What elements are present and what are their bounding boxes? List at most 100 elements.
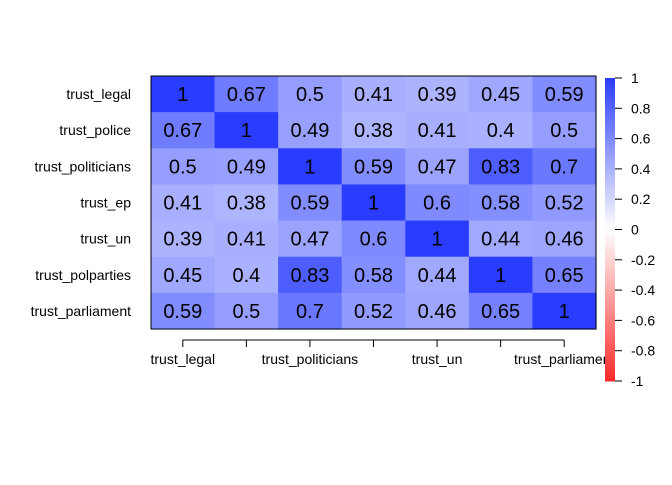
cell-value-label: 0.45: [481, 84, 520, 106]
color-legend-swatch: [605, 177, 615, 182]
color-legend-swatch: [605, 193, 615, 197]
heatmap-cell: [405, 76, 470, 113]
color-legend-tick-label: 0: [631, 222, 639, 238]
color-legend-swatch: [605, 262, 615, 267]
heatmap-cell: [468, 184, 534, 222]
color-legend-swatch: [605, 90, 615, 94]
color-legend-swatch: [605, 208, 615, 212]
color-legend-swatch: [605, 314, 615, 318]
cell-value-label: 0.44: [418, 265, 457, 287]
heatmap-cell: [405, 220, 470, 258]
cell-value-label: 1: [559, 301, 570, 323]
color-legend-swatch: [605, 187, 615, 191]
cell-value-label: 0.41: [418, 120, 457, 142]
heatmap-cell: [151, 148, 216, 186]
color-legend-swatch: [605, 184, 615, 188]
cell-value-label: 0.59: [545, 84, 584, 106]
cell-value-label: 0.41: [163, 193, 202, 215]
heatmap-cell: [151, 292, 216, 330]
heatmap-cell: [278, 292, 343, 330]
cell-value-label: 0.38: [354, 120, 393, 142]
cell-value-label: 0.5: [550, 120, 578, 142]
color-legend-swatch: [605, 156, 615, 161]
color-legend-swatch: [605, 247, 615, 252]
color-legend-swatch: [605, 302, 615, 306]
color-legend-swatch: [605, 168, 615, 173]
color-legend-swatch: [605, 350, 615, 355]
cell-value-label: 0.65: [481, 301, 520, 323]
color-legend-tick-label: 0.2: [631, 191, 651, 207]
heatmap-cell: [468, 76, 534, 113]
heatmap-cell: [214, 220, 279, 258]
color-legend-swatch: [605, 220, 615, 224]
color-legend-swatch: [605, 105, 615, 109]
color-legend-swatch: [605, 99, 615, 103]
color-legend-swatch: [605, 296, 615, 300]
row-label: trust_polparties: [35, 267, 131, 283]
heatmap-cell: [341, 292, 406, 330]
color-legend-swatch: [605, 293, 615, 297]
color-legend-tick-label: 0.8: [631, 100, 651, 116]
color-legend-swatch: [605, 153, 615, 158]
cell-value-label: 0.46: [545, 229, 584, 251]
color-legend-swatch: [605, 159, 615, 164]
heatmap-cell: [151, 112, 216, 149]
color-legend-swatch: [605, 147, 615, 152]
cell-value-label: 0.44: [481, 229, 520, 251]
color-legend-swatch: [605, 271, 615, 276]
color-legend-swatch: [605, 256, 615, 261]
heatmap-cell: [468, 148, 534, 186]
heatmap-cell: [341, 184, 406, 222]
color-legend-swatch: [605, 235, 615, 240]
row-label: trust_police: [59, 122, 131, 138]
x-tick-label: trust_politicians: [262, 351, 359, 367]
heatmap-cell: [151, 220, 216, 258]
color-legend-swatch: [605, 126, 615, 131]
color-legend-swatch: [605, 214, 615, 218]
color-legend-swatch: [605, 284, 615, 288]
plot-border: [150, 75, 597, 330]
color-legend-swatch: [605, 108, 615, 112]
heatmap-cell: [405, 292, 470, 330]
color-legend-swatch: [605, 362, 615, 367]
color-legend-swatch: [605, 347, 615, 352]
color-legend-swatch: [605, 287, 615, 291]
cell-value-label: 0.5: [169, 156, 197, 178]
color-legend-swatch: [605, 359, 615, 364]
cell-value-label: 0.41: [354, 84, 393, 106]
color-legend-swatch: [605, 299, 615, 303]
color-legend-swatch: [605, 226, 615, 230]
cell-value-label: 0.5: [232, 301, 260, 323]
color-legend-swatch: [605, 341, 615, 346]
cell-value-label: 0.49: [227, 156, 266, 178]
heatmap-cell: [214, 76, 279, 113]
color-legend-swatch: [605, 84, 615, 88]
heatmap-cell: [468, 220, 534, 258]
color-legend-swatch: [605, 265, 615, 270]
color-legend-swatch: [605, 274, 615, 279]
heatmap-cell: [532, 256, 597, 294]
heatmap-cell: [278, 112, 343, 149]
cell-value-label: 0.39: [163, 229, 202, 251]
color-legend-swatch: [605, 250, 615, 255]
x-tick-label: trust_parliament: [514, 351, 614, 367]
heatmap-cell: [278, 148, 343, 186]
heatmap-cell-labels: 1 0.67 0.5 0.41 0.39 0.45 0.590.67 1 0.49 0.38 0.4…: [163, 84, 583, 323]
cell-value-label: 0.41: [227, 229, 266, 251]
color-legend-swatch: [605, 317, 615, 321]
color-legend-tick-label: 1: [631, 70, 639, 86]
heatmap-cell: [405, 112, 470, 149]
color-legend-swatch: [605, 268, 615, 273]
color-legend-swatch: [605, 81, 615, 85]
color-legend-swatch: [605, 335, 615, 340]
heatmap-cell: [532, 220, 597, 258]
cell-value-label: 0.59: [290, 193, 329, 215]
cell-value-label: 0.4: [232, 265, 260, 287]
x-tick-label: trust_un: [412, 351, 463, 367]
heatmap-cell: [214, 256, 279, 294]
cell-value-label: 0.7: [550, 156, 578, 178]
cell-value-label: 1: [177, 84, 188, 106]
cell-value-label: 0.59: [354, 156, 393, 178]
